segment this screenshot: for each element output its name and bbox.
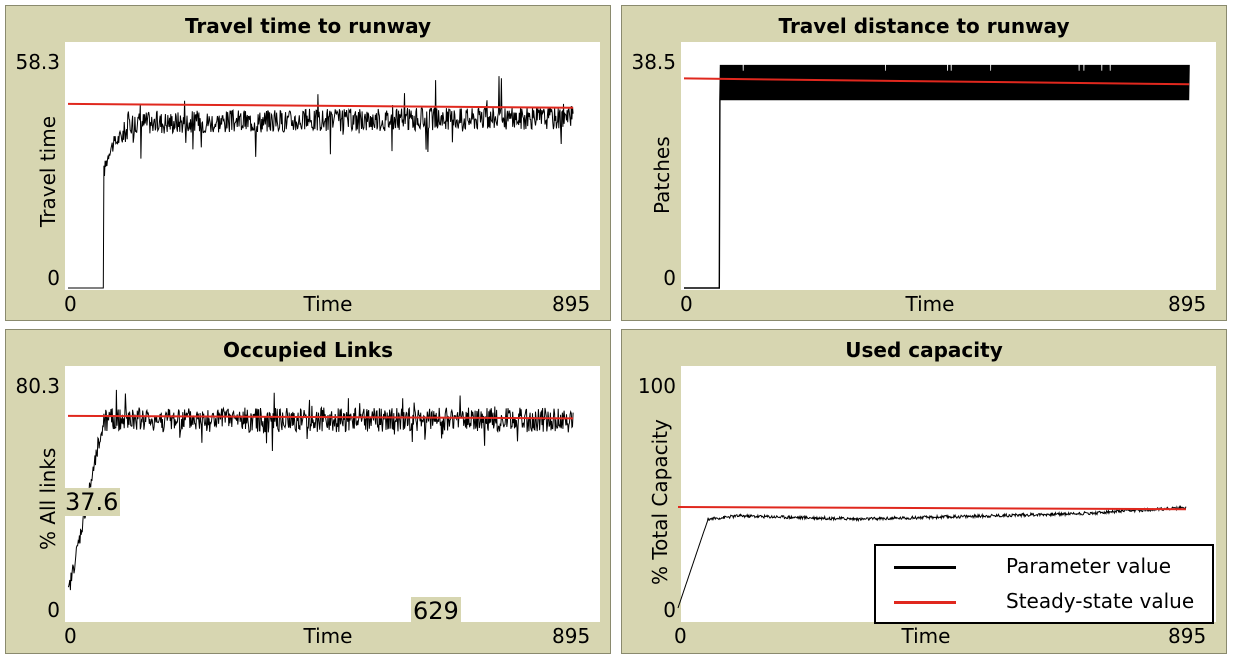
- x-tick-max: 895: [552, 624, 591, 648]
- y-tick-max: 38.5: [631, 50, 676, 74]
- chart-panel-travel-time: Travel time to runway 58.3 0 0 895 Time …: [5, 5, 611, 321]
- series-line-parameter-value: [677, 505, 1187, 609]
- y-tick-min: 0: [47, 598, 60, 622]
- chart-title: Used capacity: [845, 338, 1003, 362]
- series-line-parameter-value: [684, 64, 1190, 289]
- y-tick-max: 58.3: [15, 50, 60, 74]
- legend-swatch: [894, 601, 956, 604]
- y-tick-max: 100: [637, 374, 676, 398]
- value-annotation-x: 629: [411, 597, 461, 625]
- legend-label: Steady-state value: [1006, 589, 1195, 613]
- x-axis-label: Time: [303, 292, 353, 316]
- x-axis-label: Time: [905, 292, 955, 316]
- x-tick-min: 0: [64, 292, 77, 316]
- x-tick-min: 0: [674, 624, 687, 648]
- series-line-steady-state: [683, 77, 1190, 86]
- x-tick-max: 895: [552, 292, 591, 316]
- chart-panel-used-capacity: Used capacity 100 0 0 895 Time % Total C…: [621, 329, 1227, 654]
- chart-panel-travel-distance: Travel distance to runway 38.5 0 0 895 T…: [621, 5, 1227, 321]
- chart-title: Travel distance to runway: [778, 14, 1070, 38]
- legend-swatch: [894, 566, 956, 569]
- x-tick-max: 895: [1168, 624, 1207, 648]
- series-line-steady-state: [67, 102, 574, 109]
- chart-svg: [67, 389, 574, 591]
- x-tick-min: 0: [680, 292, 693, 316]
- series-line-steady-state: [67, 414, 574, 420]
- chart-legend: Parameter value Steady-state value: [874, 544, 1214, 624]
- chart-title: Occupied Links: [222, 338, 393, 362]
- chart-title: Travel time to runway: [184, 14, 431, 38]
- plot-area: [65, 366, 600, 622]
- legend-item: Parameter value: [876, 554, 1212, 584]
- x-tick-min: 0: [64, 624, 77, 648]
- series-line-steady-state: [677, 505, 1186, 511]
- y-tick-min: 0: [663, 598, 676, 622]
- plot-area: [65, 42, 600, 290]
- chart-svg: [677, 505, 1187, 609]
- x-axis-label: Time: [303, 624, 353, 648]
- chart-svg: [67, 76, 574, 289]
- series-line-parameter-value: [67, 389, 574, 591]
- y-tick-max: 80.3: [15, 374, 60, 398]
- y-tick-min: 0: [663, 266, 676, 290]
- legend-label: Parameter value: [1006, 554, 1172, 578]
- x-axis-label: Time: [901, 624, 951, 648]
- y-tick-min: 0: [47, 266, 60, 290]
- chart-svg: [683, 64, 1190, 289]
- series-line-parameter-value: [68, 76, 574, 289]
- chart-panel-occupied-links: Occupied Links 80.3 0 0 895 Time % All l…: [5, 329, 611, 654]
- value-annotation-y: 37.6: [63, 488, 121, 516]
- legend-item: Steady-state value: [876, 589, 1212, 619]
- x-tick-max: 895: [1168, 292, 1207, 316]
